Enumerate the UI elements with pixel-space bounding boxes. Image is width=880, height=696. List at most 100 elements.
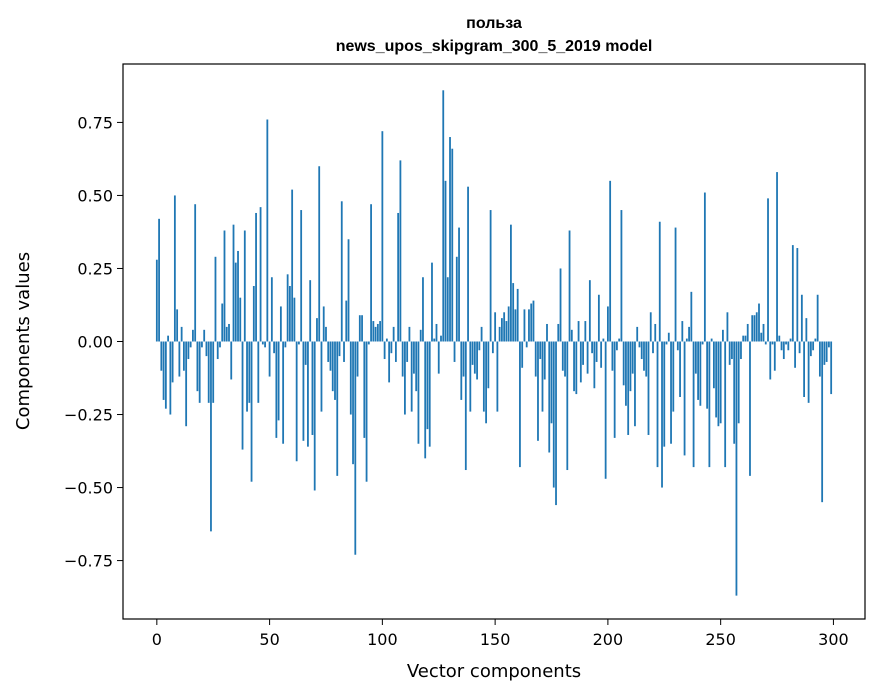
bar — [818, 341, 821, 377]
bar — [735, 341, 738, 596]
bar — [295, 341, 298, 462]
bar — [180, 326, 183, 342]
bar — [331, 341, 334, 392]
bar — [219, 341, 221, 348]
bar — [800, 294, 803, 342]
bar — [679, 341, 681, 397]
bar — [169, 341, 172, 415]
bar — [534, 341, 537, 377]
bar — [171, 341, 174, 383]
x-tick-label: 100 — [367, 630, 398, 649]
bar — [410, 341, 413, 412]
bar — [625, 341, 627, 406]
bar — [379, 321, 381, 342]
bar — [722, 329, 724, 342]
bar — [773, 341, 776, 371]
bar — [313, 341, 316, 491]
bar — [559, 268, 562, 342]
y-tick-label: −0.75 — [64, 552, 113, 571]
bar — [658, 221, 661, 342]
bar — [645, 341, 648, 377]
bar — [760, 332, 763, 342]
bar — [392, 326, 395, 342]
bar — [631, 341, 634, 374]
bar — [771, 341, 774, 345]
bar — [221, 303, 224, 342]
bar — [316, 318, 318, 342]
bar — [318, 166, 321, 342]
bar — [237, 250, 239, 342]
bar — [228, 323, 230, 342]
bar — [426, 341, 429, 430]
chart-subtitle: news_upos_skipgram_300_5_2019 model — [336, 38, 653, 55]
bar — [595, 341, 598, 362]
bar — [807, 341, 810, 403]
bar — [363, 341, 366, 438]
bar — [496, 341, 499, 412]
bar — [406, 341, 409, 362]
bar — [573, 341, 575, 392]
bar — [415, 341, 418, 392]
bar — [767, 198, 769, 342]
bar — [158, 218, 160, 342]
bar — [577, 321, 580, 342]
bar — [424, 341, 427, 459]
bar — [307, 341, 309, 447]
bar — [816, 294, 819, 342]
bar — [690, 291, 693, 342]
bar — [528, 309, 530, 342]
bar — [552, 341, 555, 488]
bar — [523, 309, 526, 342]
bar — [467, 186, 469, 342]
bar — [322, 306, 325, 342]
bar — [485, 341, 487, 424]
bar — [372, 321, 375, 342]
x-tick-label: 0 — [152, 630, 162, 649]
bar — [309, 280, 312, 342]
y-tick-label: 0.50 — [77, 186, 113, 205]
bar — [440, 335, 442, 342]
bar — [519, 341, 521, 468]
bar — [701, 341, 704, 345]
bar — [503, 312, 506, 342]
x-axis: 0 50 100 150 200 250 300 — [152, 619, 849, 649]
bar — [311, 341, 314, 435]
bar — [821, 341, 824, 503]
bar — [358, 315, 361, 342]
bar — [268, 341, 271, 377]
bar — [507, 306, 510, 342]
bar — [588, 280, 591, 342]
bar — [279, 306, 282, 342]
bar — [212, 341, 215, 403]
bar — [261, 341, 264, 345]
bar — [597, 294, 600, 342]
bar — [830, 341, 833, 395]
bar — [234, 262, 237, 342]
y-axis-label: Components values — [13, 252, 34, 430]
bar — [541, 341, 544, 412]
chart-title: польза — [466, 15, 522, 32]
bar — [444, 180, 447, 342]
bar — [663, 341, 666, 447]
bar — [397, 212, 400, 342]
bar — [733, 341, 736, 444]
bar — [243, 230, 246, 342]
bar — [751, 315, 754, 342]
bar — [176, 309, 179, 342]
bar — [239, 297, 242, 342]
x-tick-label: 250 — [705, 630, 736, 649]
bar — [298, 341, 300, 345]
bar — [579, 341, 582, 383]
bar — [196, 341, 199, 392]
bar — [510, 224, 512, 342]
bar — [451, 148, 454, 342]
bar — [162, 341, 165, 400]
bar — [255, 212, 257, 342]
bar — [692, 341, 695, 468]
x-tick-label: 50 — [259, 630, 279, 649]
bar — [248, 341, 251, 403]
bar — [568, 230, 571, 342]
bar — [300, 210, 303, 342]
